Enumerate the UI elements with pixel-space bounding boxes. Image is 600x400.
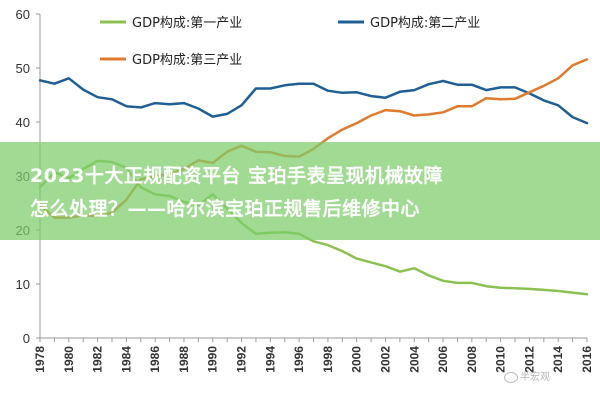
legend-label-3: GDP构成:第三产业 bbox=[132, 53, 242, 68]
watermark-text: 半宏观 bbox=[520, 372, 550, 383]
x-tick-label: 2004 bbox=[407, 346, 421, 373]
watermark: 半宏观 bbox=[504, 368, 550, 383]
y-tick-label: 40 bbox=[16, 115, 30, 130]
x-tick-label: 1992 bbox=[235, 346, 249, 373]
x-tick-label: 1986 bbox=[148, 346, 162, 373]
y-tick-label: 0 bbox=[23, 331, 30, 346]
legend-label-1: GDP构成:第一产业 bbox=[132, 16, 242, 31]
x-tick-label: 2016 bbox=[580, 346, 594, 373]
x-tick-label: 1982 bbox=[91, 346, 105, 373]
x-tick-label: 1984 bbox=[119, 346, 133, 373]
banner-text[interactable]: 2023十大正规配资平台 宝珀手表呈现机械故障 怎么处理？——哈尔滨宝珀正规售后… bbox=[30, 160, 590, 226]
x-tick-label: 1994 bbox=[263, 346, 277, 373]
banner-line-1: 2023十大正规配资平台 宝珀手表呈现机械故障 bbox=[30, 165, 443, 187]
y-tick-label: 50 bbox=[16, 61, 30, 76]
legend-label-2: GDP构成:第二产业 bbox=[370, 16, 480, 31]
banner-line-2: 怎么处理？——哈尔滨宝珀正规售后维修中心 bbox=[30, 198, 421, 220]
banner-overlay bbox=[0, 142, 600, 240]
x-tick-label: 2002 bbox=[378, 346, 392, 373]
x-tick-label: 2008 bbox=[465, 346, 479, 373]
x-tick-label: 1996 bbox=[292, 346, 306, 373]
x-tick-label: 1998 bbox=[321, 346, 335, 373]
x-tick-label: 1990 bbox=[206, 346, 220, 373]
x-tick-label: 2006 bbox=[436, 346, 450, 373]
legend: GDP构成:第一产业 GDP构成:第二产业 GDP构成:第三产业 bbox=[100, 16, 480, 68]
wechat-icon bbox=[504, 371, 518, 383]
x-axis-ticks: 1978 1980 1982 1984 1986 1988 1990 1992 1994 1996… bbox=[33, 338, 594, 373]
x-tick-label: 2012 bbox=[522, 346, 536, 373]
y-tick-label: 60 bbox=[16, 7, 30, 22]
series-line-2 bbox=[38, 77, 589, 125]
x-tick-label: 2014 bbox=[551, 346, 565, 373]
x-tick-label: 2000 bbox=[350, 346, 364, 373]
y-tick-label: 10 bbox=[16, 277, 30, 292]
x-tick-label: 1980 bbox=[62, 346, 76, 373]
x-tick-label: 1988 bbox=[177, 346, 191, 373]
x-tick-label: 1978 bbox=[33, 346, 47, 373]
x-tick-label: 2010 bbox=[494, 346, 508, 373]
